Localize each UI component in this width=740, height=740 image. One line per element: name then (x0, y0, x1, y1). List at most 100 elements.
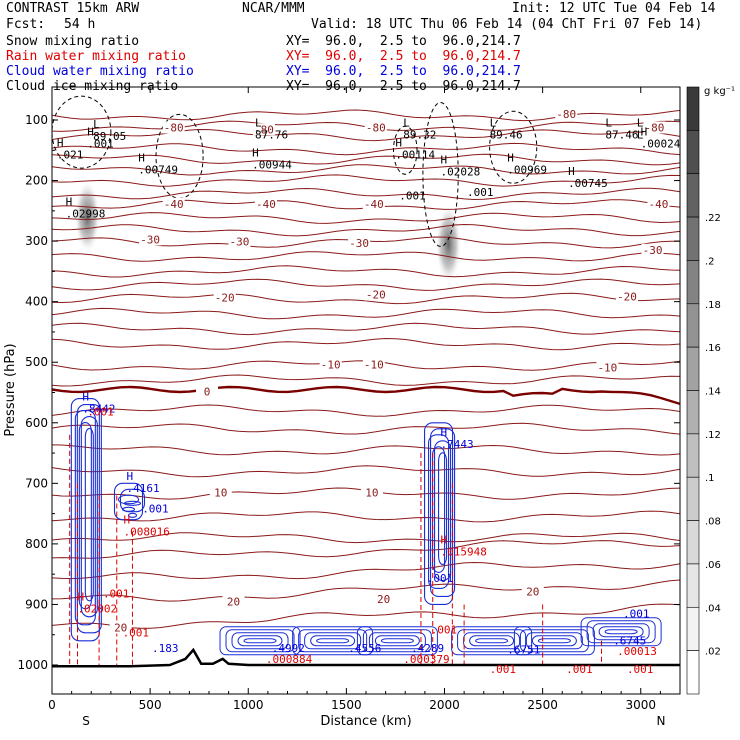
cloud-water-label-value-4: .4556 (348, 642, 381, 655)
cloud-water-label-value-3: .4992 (272, 642, 305, 655)
field-name-snow: Snow mixing ratio (6, 34, 140, 49)
colorbar-tick-0: .02 (705, 647, 721, 658)
cloud-ice-contour-2 (392, 125, 418, 175)
cloud-water-layer-3-0 (451, 626, 533, 656)
cloud-water-layer-4-3 (531, 635, 577, 647)
isotherm-30 (52, 579, 680, 602)
rain-water-label-value-8: .001 (490, 663, 517, 676)
cloud-water-layer-0-1 (225, 629, 295, 653)
model-title: CONTRAST 15km ARW (6, 1, 140, 16)
isotherm-label-bg-8 (647, 197, 670, 210)
isotherm-23 (52, 444, 680, 456)
isotherm-label-bg-14 (364, 288, 387, 301)
isotherm-label-bg-1 (643, 121, 666, 134)
isotherm-label-12: -30 (643, 244, 663, 257)
cloud-ice-label-marker-1: L (255, 116, 262, 129)
isotherm-26 (52, 510, 680, 523)
cloud-water-tower-1-1 (119, 488, 146, 513)
isotherm-label-19: 0 (204, 386, 211, 399)
isotherm-label-bg-18 (596, 361, 619, 374)
isotherm-9 (52, 212, 680, 224)
cloud-ice-label-marker-10: H (57, 136, 64, 149)
cloud-water-layer-5-2 (592, 623, 650, 641)
isotherm-label-bg-25 (109, 621, 132, 634)
cloud-water-tower-0-3 (80, 416, 98, 618)
isotherm-label-21: 10 (365, 487, 378, 500)
cloud-water-tower-2-1 (430, 428, 456, 597)
colorbar-tick-3: .08 (705, 517, 721, 528)
colorbar-tick-6: .14 (705, 387, 721, 398)
org-label: NCAR/MMM (242, 1, 305, 16)
colorbar-tick-2: .06 (705, 560, 721, 571)
cloud-water-tower-1-3 (123, 500, 142, 506)
rain-water-label-value-0: .008016 (124, 526, 170, 539)
cloud-ice-label-value-9: .00944 (252, 159, 292, 172)
colorbar-bin-9 (686, 476, 700, 521)
isotherm-18 (52, 337, 680, 351)
rain-water-label-value-11: .001 (103, 587, 130, 600)
isotherm-label-5: -40 (164, 198, 184, 211)
cloud-ice-label-value-2: 89.32 (403, 128, 436, 141)
isotherm-label-18: -10 (597, 361, 617, 374)
x-tick-label-4: 2000 (429, 698, 460, 712)
cloud-water-layer-4-2 (525, 632, 583, 650)
field-name-rain: Rain water mixing ratio (6, 49, 187, 64)
isotherm-13 (52, 265, 680, 278)
isotherm-label-bg-11 (348, 237, 371, 250)
isotherm-2 (52, 128, 680, 142)
rain-water-label-marker-1: H (441, 534, 448, 547)
cloud-ice-label-value-14: .00745 (568, 177, 608, 190)
isotherm-label-2: -80 (164, 121, 184, 134)
isotherm-label-8: -40 (648, 198, 668, 211)
cloud-ice-label-value-1: 87.76 (255, 128, 288, 141)
isotherm-label-bg-15 (616, 290, 639, 303)
cloud-ice-label-value-4: 87.46 (605, 128, 638, 141)
cloud-water-layer-5-3 (598, 626, 644, 638)
cloud-ice-label-value-7: .00024 (641, 137, 681, 150)
cloud-ice-contour-3 (422, 102, 459, 247)
cloud-water-tower-2-2 (428, 434, 450, 589)
y-tick-label-9: 1000 (17, 658, 48, 672)
colorbar-tick-5: .12 (705, 430, 721, 441)
cloud-water-tower-2-0 (424, 422, 454, 605)
field-name-cloudwater: Cloud water mixing ratio (6, 64, 194, 79)
valid-time: Valid: 18 UTC Thu 06 Feb 14 (04 ChT Fri … (311, 17, 703, 32)
cloud-ice-label-value-6: .001 (87, 137, 114, 150)
terrain-line (52, 647, 680, 668)
isotherm-label-bg-13 (213, 291, 236, 304)
cloud-water-label-value-11: .001 (623, 607, 650, 620)
field-xy-snow: XY= 96.0, 2.5 to 96.0,214.7 (286, 34, 521, 49)
cloud-water-layer-3-4 (475, 638, 509, 644)
cloud-water-tower-0-5 (84, 428, 94, 602)
cloud-water-label-value-6: .6751 (507, 644, 540, 657)
isotherm-label-bg-2 (162, 121, 185, 134)
isotherm-label-7: -40 (364, 198, 384, 211)
rain-water-label-value-9: .001 (566, 663, 593, 676)
rain-water-label-value-6: .001 (123, 627, 150, 640)
isotherm-17 (52, 322, 680, 336)
x-tick-label-6: 3000 (625, 698, 656, 712)
cloud-ice-label-value-5: L (637, 128, 644, 141)
cloud-water-layer-0-2 (231, 632, 289, 650)
colorbar-tick-10: .22 (705, 213, 721, 224)
colorbar-tick-8: .18 (705, 300, 721, 311)
isotherm-label-bg-7 (362, 197, 385, 210)
isotherm-7 (52, 187, 680, 201)
x-end-label-right: N (657, 714, 666, 728)
cloud-water-label-value-8: .183 (152, 642, 179, 655)
isotherm-label-bg-3 (364, 121, 387, 134)
isotherm-22 (52, 422, 680, 435)
cloud-ice-label-marker-6: H (87, 125, 94, 138)
cloud-ice-label-marker-11: H (138, 151, 145, 164)
y-tick-label-8: 900 (25, 597, 48, 611)
cloud-water-label-value-10: .001 (427, 572, 454, 585)
isotherm-label-25: 20 (114, 622, 127, 635)
isotherm-label-bg-23 (372, 593, 395, 606)
cloud-ice-label-marker-13: H (507, 151, 514, 164)
isotherm-label-0: -80 (556, 108, 576, 121)
isotherm-21 (52, 404, 680, 417)
isotherm-12 (52, 251, 680, 262)
isotherm-16 (52, 307, 680, 320)
cloud-water-label-value-0: .8442 (82, 403, 115, 416)
cloud-water-layer-5-1 (586, 620, 656, 644)
